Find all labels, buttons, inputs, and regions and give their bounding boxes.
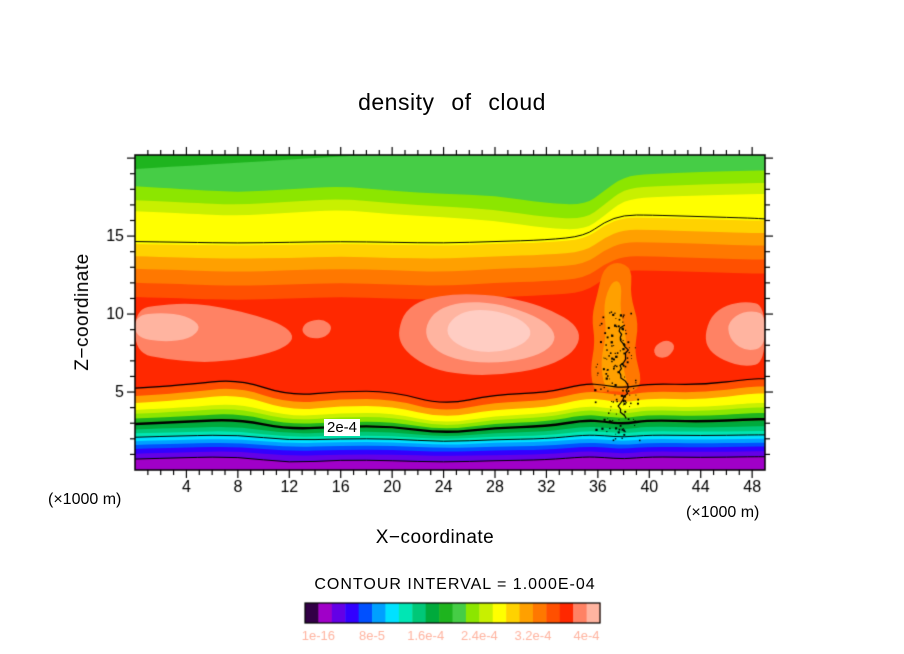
x-axis-label: X−coordinate <box>375 527 495 548</box>
z-axis-unit: (×1000 m) <box>48 491 122 508</box>
x-axis-unit: (×1000 m) <box>686 504 760 521</box>
contour-interval-text: CONTOUR INTERVAL = 1.000E-04 <box>314 576 596 593</box>
chart-title: density of cloud <box>358 89 546 115</box>
z-axis-label: Z−coordinate <box>72 253 93 371</box>
contour-line-label: 2e-4 <box>323 419 361 436</box>
